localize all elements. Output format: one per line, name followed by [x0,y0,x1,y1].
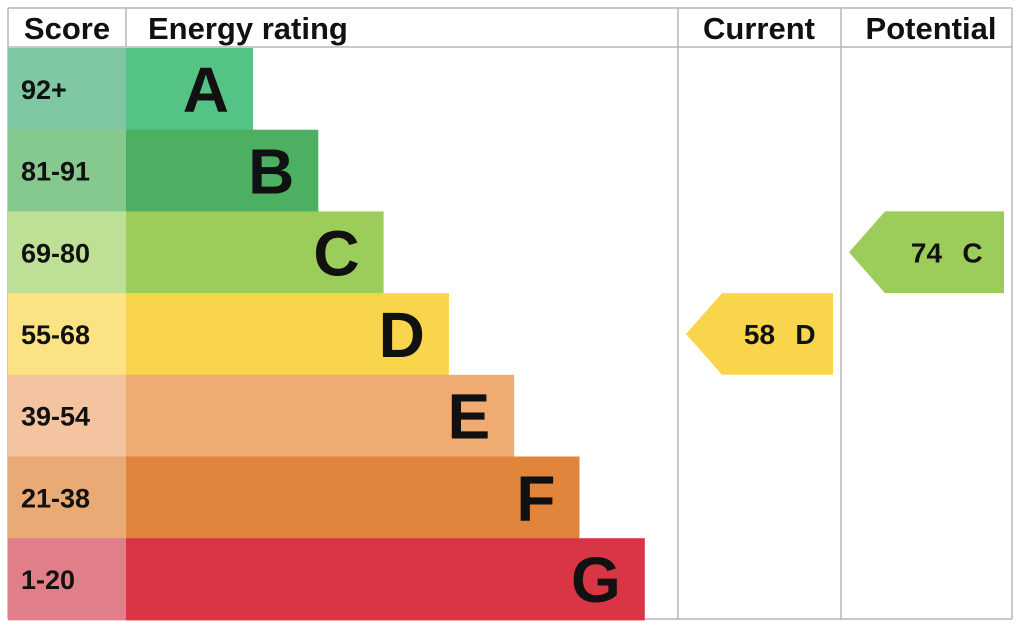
score-cell-b [8,129,126,212]
rating-letter-b: B [248,136,294,208]
score-cell-f [8,456,126,539]
score-cell-c [8,211,126,294]
rating-bar-g [126,538,645,621]
score-label-f: 21-38 [21,483,90,513]
score-label-e: 39-54 [21,402,90,432]
rating-letter-e: E [448,381,491,453]
column-headers: Score Energy rating Current Potential [24,11,997,46]
score-label-b: 81-91 [21,157,90,187]
current-rating-text: 58 D [744,319,816,350]
current-letter: D [795,319,815,350]
header-current: Current [703,11,815,46]
rating-letter-g: G [571,544,621,616]
potential-arrow [849,211,1004,294]
score-cell-e [8,374,126,457]
rating-bar-d [126,293,449,376]
score-label-c: 69-80 [21,238,90,268]
rating-bar-b [126,129,319,212]
rating-bar-e [126,374,515,457]
rating-bar-a [126,48,253,131]
score-label-g: 1-20 [21,565,75,595]
rating-letter-c: C [313,217,359,289]
rating-letter-f: F [516,462,555,534]
rating-bar-f [126,456,580,539]
score-label-a: 92+ [21,75,67,105]
rating-arrows: 58 D 74 C [686,211,1004,375]
rating-letter-d: D [379,299,425,371]
score-cell-a [8,48,126,131]
potential-letter: C [962,237,982,268]
score-cell-g [8,538,126,621]
potential-rating-text: 74 C [911,237,983,268]
current-score: 58 [744,319,775,350]
score-cell-d [8,293,126,376]
rating-letter-a: A [183,54,229,126]
header-energy-rating: Energy rating [148,11,348,46]
score-label-d: 55-68 [21,320,90,350]
potential-score: 74 [911,237,943,268]
rating-bar-c [126,211,384,294]
header-score: Score [24,11,110,46]
current-arrow [686,293,833,375]
header-potential: Potential [866,11,997,46]
rating-bands: 92+ A 81-91 B 69-80 C 55-68 D 39-54 E 21-38 F 1-20 G [8,48,645,621]
